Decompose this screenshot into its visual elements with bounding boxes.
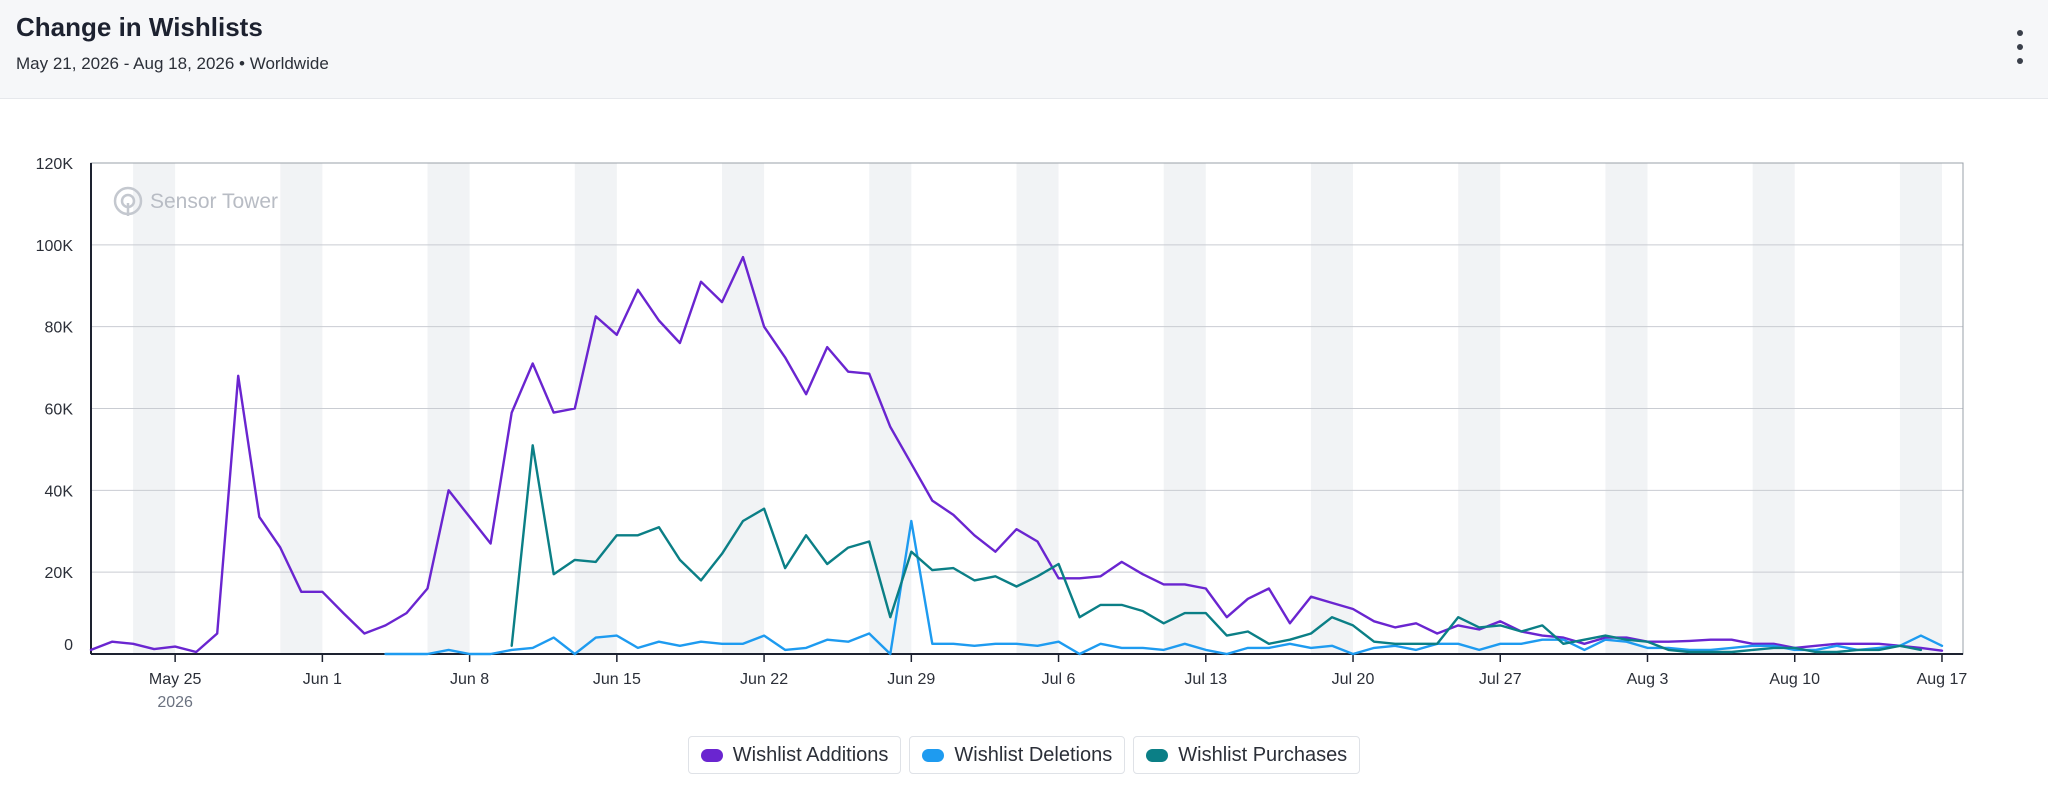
x-tick-label: Jul 20 [1332,671,1375,688]
series-line-wishlist-additions [89,255,1944,654]
x-tick-label: Jun 15 [593,671,641,688]
watermark: Sensor Tower [113,186,278,216]
x-tick-label: Jun 29 [887,671,935,688]
legend-label: Wishlist Deletions [954,743,1113,766]
x-tick-label: Aug 10 [1769,671,1820,688]
x-tick-year-label: 2026 [157,694,193,711]
line-chart: Sensor Tower 0 20K 40K 60K 80K 100K 120K May 2… [36,156,1968,711]
x-tick-label: Jul 13 [1184,671,1227,688]
x-tick-label: Jul 27 [1479,671,1522,688]
chart-subtitle: May 21, 2026 - Aug 18, 2026 • Worldwide [16,54,329,73]
legend-item-wishlist-purchases[interactable]: Wishlist Purchases [1133,736,1361,774]
kebab-dot-icon [2017,30,2023,36]
y-tick-label: 80K [45,320,74,337]
chart-title: Change in Wishlists [16,12,263,42]
sensor-tower-logo-icon [113,186,143,216]
watermark-text: Sensor Tower [150,190,278,213]
legend-swatch-icon [700,748,723,762]
kebab-dot-icon [2017,44,2023,50]
legend: Wishlist Additions Wishlist Deletions Wi… [0,736,2048,774]
y-tick-label: 0 [64,637,73,654]
legend-label: Wishlist Purchases [1178,743,1348,766]
x-tick-label: Jul 6 [1042,671,1076,688]
x-tick-label: Aug 3 [1627,671,1669,688]
series-lines [89,255,1944,656]
y-tick-label: 40K [45,483,74,500]
y-tick-label: 120K [36,156,74,173]
y-tick-label: 100K [36,238,74,255]
legend-item-wishlist-additions[interactable]: Wishlist Additions [687,736,902,774]
x-axis: May 25 2026 Jun 1 Jun 8 Jun 15 Jun 22 Jun 29 Ju… [149,654,1968,711]
x-tick-label: Aug 17 [1917,671,1968,688]
legend-swatch-icon [1146,748,1169,762]
legend-item-wishlist-deletions[interactable]: Wishlist Deletions [909,736,1126,774]
series-line-wishlist-purchases [510,444,1923,654]
y-tick-label: 20K [45,565,74,582]
legend-label: Wishlist Additions [732,743,889,766]
more-options-button[interactable] [2010,30,2030,64]
x-tick-label: Jun 8 [450,671,489,688]
x-tick-label: May 25 [149,671,202,688]
chart-header: Change in Wishlists May 21, 2026 - Aug 1… [0,0,2048,99]
legend-swatch-icon [922,748,945,762]
series-line-wishlist-deletions [384,519,1944,656]
x-tick-label: Jun 1 [303,671,342,688]
y-tick-label: 60K [45,402,74,419]
kebab-dot-icon [2017,58,2023,64]
x-tick-label: Jun 22 [740,671,788,688]
